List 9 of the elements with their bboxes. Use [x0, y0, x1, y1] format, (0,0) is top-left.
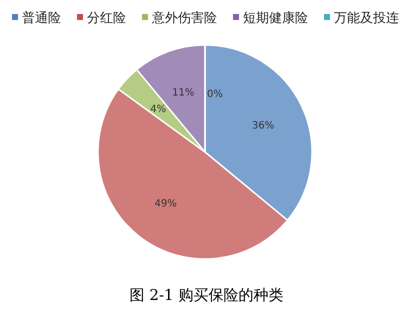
data-label: 11% [172, 88, 194, 99]
caption: 图 2-1 购买保险的种类 [130, 286, 284, 304]
data-label: 49% [154, 198, 177, 210]
legend-label: 分红险 [87, 11, 126, 26]
text: 0% [207, 89, 223, 100]
legend-label: 意外伤害险 [151, 10, 217, 26]
data-label: 4% [150, 104, 166, 116]
data-label: 36% [252, 120, 274, 132]
legend-label: 普通险 [22, 10, 61, 26]
